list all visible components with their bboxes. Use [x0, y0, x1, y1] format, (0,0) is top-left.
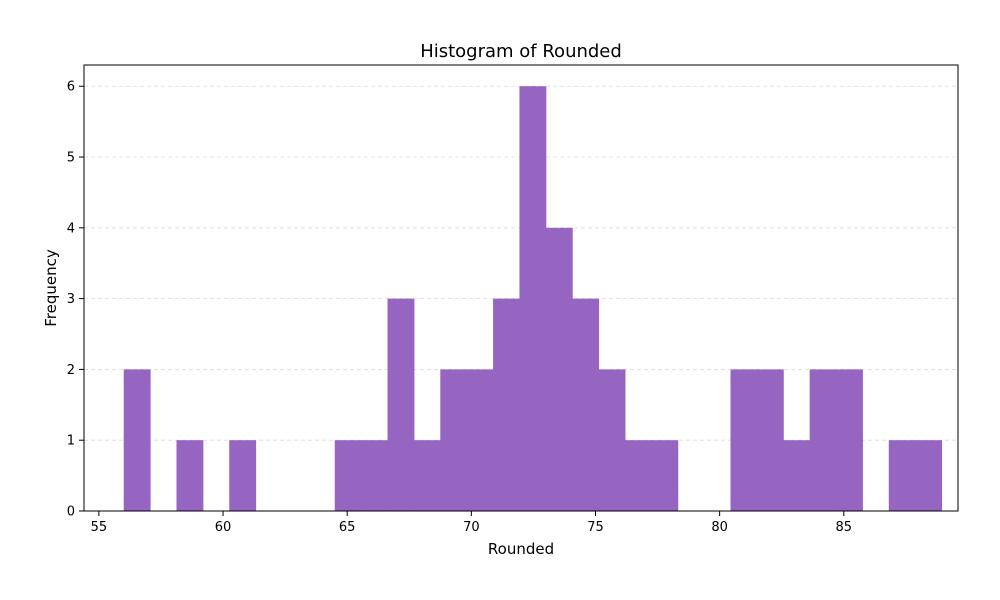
- histogram-bar-10: [387, 298, 415, 511]
- histogram-bar-29: [888, 440, 916, 511]
- y-tick-label: 0: [67, 505, 75, 520]
- y-tick-label: 3: [67, 292, 75, 307]
- y-tick-label: 1: [67, 434, 75, 449]
- histogram-bar-30: [915, 440, 943, 511]
- histogram-bar-8: [334, 440, 362, 511]
- histogram-bar-11: [413, 440, 441, 511]
- y-tick-label: 6: [67, 80, 75, 95]
- y-axis: 0 1 2 3 4 5 6: [67, 80, 84, 520]
- x-tick-label: 55: [91, 520, 108, 535]
- y-tick-label: 5: [67, 151, 75, 166]
- x-tick-label: 75: [587, 520, 604, 535]
- histogram-bar-18: [598, 369, 626, 511]
- histogram-bar-24: [756, 369, 784, 511]
- histogram-bar-25: [783, 440, 811, 511]
- histogram-bar-16: [545, 227, 573, 512]
- histogram-bar-12: [440, 369, 468, 511]
- histogram-bar-26: [809, 369, 837, 511]
- histogram-bar-27: [836, 369, 863, 511]
- histogram-bar-19: [624, 440, 652, 511]
- y-tick-label: 2: [67, 363, 75, 378]
- x-tick-label: 85: [836, 520, 853, 535]
- y-axis-label: Frequency: [42, 249, 60, 327]
- histogram-bar-20: [651, 440, 679, 511]
- x-tick-label: 70: [463, 520, 480, 535]
- histogram-bar-13: [466, 369, 494, 511]
- histogram-bar-4: [229, 440, 257, 511]
- histogram-bar-0: [123, 369, 151, 511]
- histogram-bar-23: [730, 369, 758, 511]
- x-tick-label: 80: [711, 520, 728, 535]
- histogram-bar-9: [361, 440, 389, 511]
- histogram-bar-17: [572, 298, 600, 511]
- chart-title: Histogram of Rounded: [420, 41, 622, 62]
- histogram-bar-2: [176, 440, 204, 511]
- x-tick-label: 65: [339, 520, 356, 535]
- histogram-bar-14: [493, 298, 520, 511]
- x-tick-label: 60: [215, 520, 232, 535]
- plot-frame: [83, 64, 959, 512]
- y-tick-label: 4: [67, 221, 75, 236]
- histogram-bars: [123, 86, 943, 512]
- x-axis: 55 60 65 70 75 80 85: [91, 511, 852, 535]
- histogram-bar-15: [519, 86, 547, 511]
- x-axis-label: Rounded: [488, 540, 554, 558]
